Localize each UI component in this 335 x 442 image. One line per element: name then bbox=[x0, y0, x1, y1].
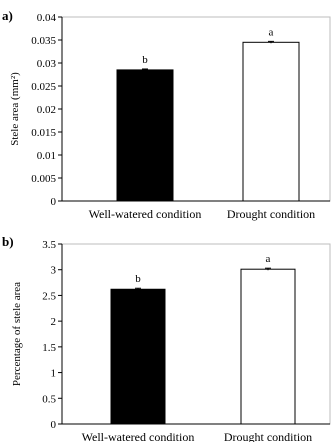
y-tick-label: 3.5 bbox=[42, 239, 56, 251]
significance-letter: b bbox=[142, 54, 148, 66]
panel-label: a) bbox=[2, 8, 13, 23]
y-axis-label: Percentage of stele area bbox=[11, 282, 23, 386]
y-tick-label: 0.025 bbox=[31, 81, 56, 93]
y-tick-label: 2 bbox=[51, 316, 57, 328]
significance-letter: a bbox=[269, 26, 274, 38]
y-tick-label: 0.03 bbox=[37, 58, 57, 70]
category-label: Well-watered condition bbox=[89, 207, 202, 221]
significance-letter: a bbox=[266, 253, 271, 265]
category-label: Drought condition bbox=[224, 430, 312, 442]
y-axis-label: Stele area (mm²) bbox=[9, 72, 21, 146]
bar bbox=[116, 69, 174, 202]
y-tick-label: 0.02 bbox=[37, 104, 56, 116]
y-tick-label: 1.5 bbox=[42, 342, 56, 354]
y-tick-label: 0 bbox=[51, 419, 57, 431]
y-tick-label: 0.015 bbox=[31, 127, 56, 139]
category-label: Drought condition bbox=[227, 207, 315, 221]
y-tick-label: 0.005 bbox=[31, 173, 56, 185]
y-tick-label: 0.01 bbox=[37, 150, 56, 162]
y-tick-label: 2.5 bbox=[42, 290, 56, 302]
y-tick-label: 0.04 bbox=[37, 12, 57, 24]
significance-letter: b bbox=[135, 273, 141, 285]
bar bbox=[240, 268, 296, 425]
y-tick-label: 0.5 bbox=[42, 393, 56, 405]
bar bbox=[242, 41, 300, 202]
panel-label: b) bbox=[2, 234, 14, 249]
y-tick-label: 3 bbox=[51, 265, 57, 277]
bar bbox=[110, 288, 166, 425]
y-tick-label: 0 bbox=[51, 196, 57, 208]
y-tick-label: 1 bbox=[51, 368, 57, 380]
category-label: Well-watered condition bbox=[82, 430, 195, 442]
y-tick-label: 0.035 bbox=[31, 35, 56, 47]
